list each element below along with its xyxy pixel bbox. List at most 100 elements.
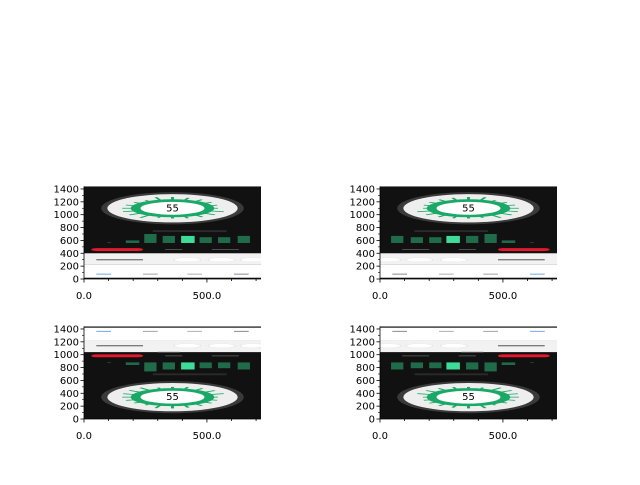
red-pill-button	[91, 248, 143, 251]
y-tick-label: 800	[356, 223, 375, 234]
strip-handle	[461, 253, 483, 254]
y-tick-label: 800	[356, 363, 375, 374]
stat-bar	[446, 362, 460, 369]
nav-icon	[392, 331, 407, 332]
image-content	[84, 326, 267, 419]
y-tick-label: 600	[356, 236, 375, 247]
dial-value: 55	[166, 203, 179, 214]
image-content	[374, 186, 557, 279]
stat-bar	[107, 362, 111, 363]
red-pill-button	[498, 248, 550, 251]
nav-icon	[439, 274, 454, 275]
strip-button	[440, 344, 467, 348]
strip-handle	[158, 253, 180, 254]
strip-handle	[461, 351, 483, 352]
stat-bar	[484, 362, 496, 371]
x-tick-label: 500.0	[193, 431, 222, 442]
label-text	[212, 249, 239, 250]
dial-spike	[481, 388, 483, 389]
y-tick-label: 1200	[54, 197, 79, 208]
stat-bar	[530, 242, 534, 243]
nav-icon	[530, 331, 545, 332]
label-text	[165, 356, 182, 357]
red-pill-button	[498, 354, 550, 357]
stat-bar	[126, 240, 140, 243]
stat-bar	[530, 362, 534, 363]
strip-button	[374, 344, 401, 348]
image: 55	[374, 326, 557, 419]
stat-bar	[446, 236, 460, 243]
stat-bar	[218, 362, 230, 368]
bottom-nav	[84, 265, 261, 278]
y-tick-label: 200	[356, 402, 375, 413]
nav-icon	[234, 331, 249, 332]
nav-icon	[483, 331, 498, 332]
stat-bar	[484, 234, 496, 243]
strip-text	[498, 259, 545, 260]
y-tick-label: 1400	[350, 324, 375, 335]
status-bar	[380, 186, 557, 189]
dial-value: 55	[462, 203, 475, 214]
summary-label	[414, 373, 488, 375]
y-tick-label: 400	[60, 389, 79, 400]
strip-text	[96, 259, 143, 260]
nav-icon	[143, 274, 158, 275]
x-tick-label: 0.0	[372, 431, 388, 442]
y-tick-label: 400	[356, 389, 375, 400]
strip-button	[440, 258, 467, 262]
stat-bar	[391, 236, 403, 243]
x-tick-label: 0.0	[76, 291, 92, 302]
stat-bar	[391, 362, 403, 369]
strip-button	[208, 258, 235, 262]
red-pill-button	[91, 354, 143, 357]
stat-bar	[238, 362, 250, 369]
dial-spike	[507, 400, 515, 401]
label-text	[402, 249, 429, 250]
y-tick-label: 600	[60, 236, 79, 247]
y-tick-label: 400	[60, 249, 79, 260]
nav-icon	[187, 274, 202, 275]
image: 55	[84, 186, 267, 279]
dial-value: 55	[462, 392, 475, 403]
y-tick-label: 600	[356, 376, 375, 387]
y-tick-label: 1200	[350, 197, 375, 208]
dial-spike	[481, 217, 483, 218]
strip-button	[208, 344, 235, 348]
y-tick-label: 1400	[54, 184, 79, 195]
stat-bar	[200, 237, 212, 243]
strip-button	[240, 258, 267, 262]
y-tick-label: 600	[60, 376, 79, 387]
image-content	[84, 186, 267, 279]
y-tick-label: 200	[356, 262, 375, 273]
stat-bar	[218, 237, 230, 243]
image-content	[374, 326, 557, 419]
stat-bar	[181, 236, 195, 243]
stat-bar	[126, 362, 140, 365]
stat-bar	[411, 362, 423, 368]
summary-label	[153, 230, 227, 232]
stat-bar	[411, 237, 423, 243]
nav-icon	[530, 274, 545, 275]
stat-bar	[107, 242, 111, 243]
stat-bar	[144, 362, 156, 371]
strip-text	[96, 345, 143, 346]
strip-button	[406, 258, 433, 262]
stat-bar	[429, 237, 441, 243]
y-tick-label: 1400	[350, 184, 375, 195]
dial-spike	[126, 205, 134, 206]
stat-bar	[163, 362, 175, 369]
stat-bar	[466, 236, 478, 243]
nav-icon	[483, 274, 498, 275]
y-tick-label: 200	[60, 262, 79, 273]
dial-spike	[126, 400, 134, 401]
stat-bar	[502, 362, 516, 365]
x-tick-label: 500.0	[489, 291, 518, 302]
status-bar	[84, 186, 261, 189]
stat-bar	[238, 236, 250, 243]
x-tick-label: 500.0	[193, 291, 222, 302]
y-tick-label: 0	[369, 415, 375, 426]
